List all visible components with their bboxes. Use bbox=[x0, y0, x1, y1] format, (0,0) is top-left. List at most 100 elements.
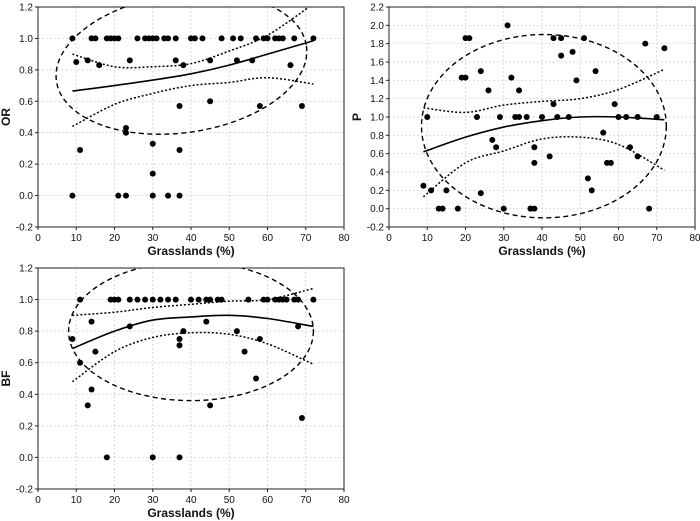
or-x-axis-label: Grasslands (%) bbox=[147, 244, 234, 258]
p-ci-upper-line bbox=[423, 68, 665, 114]
p-data-point bbox=[634, 114, 641, 120]
p-data-point bbox=[496, 114, 503, 120]
p-data-point bbox=[661, 45, 668, 52]
p-data-point bbox=[424, 114, 431, 120]
bf-data-point bbox=[69, 336, 76, 343]
p-data-point bbox=[642, 40, 649, 47]
p-data-point bbox=[531, 159, 538, 166]
p-data-point bbox=[623, 114, 630, 120]
or-y-tick-label: 0.2 bbox=[19, 160, 33, 171]
or-data-point bbox=[165, 192, 172, 199]
or-panel: 0 10 20 30 40 50 60 70 80 -0.2 0.0 0.2 0.4 0.6 0.8 1.0 1… bbox=[0, 3, 350, 259]
p-data-point bbox=[607, 159, 614, 166]
or-data-point bbox=[180, 62, 187, 69]
or-data-point bbox=[69, 192, 76, 199]
or-data-point bbox=[207, 98, 214, 105]
bf-y-tick-label: -0.2 bbox=[16, 485, 34, 496]
or-data-point bbox=[115, 192, 122, 199]
or-data-point bbox=[199, 35, 206, 42]
bf-data-point bbox=[142, 296, 149, 303]
p-data-point bbox=[504, 22, 511, 29]
p-data-point bbox=[573, 77, 580, 84]
or-data-point bbox=[122, 192, 129, 199]
p-y-tick-label: 0.4 bbox=[370, 168, 384, 179]
p-x-tick-label: 50 bbox=[575, 233, 587, 244]
or-data-point bbox=[172, 35, 179, 42]
or-data-point bbox=[218, 35, 225, 42]
or-y-tick-label: 1.0 bbox=[19, 34, 33, 45]
or-data-point bbox=[176, 192, 183, 199]
bf-data-point bbox=[295, 323, 302, 330]
p-data-point bbox=[531, 144, 538, 151]
or-data-point bbox=[191, 35, 198, 42]
bf-x-tick-label: 20 bbox=[109, 495, 121, 506]
or-data-point bbox=[298, 103, 305, 109]
p-x-tick-label: 80 bbox=[689, 233, 700, 244]
bf-x-tick-label: 50 bbox=[224, 495, 236, 506]
or-data-point bbox=[233, 57, 240, 64]
or-data-point bbox=[291, 35, 298, 42]
or-data-point bbox=[264, 35, 271, 42]
p-data-point bbox=[634, 153, 641, 160]
bf-data-point bbox=[115, 296, 122, 303]
or-data-point bbox=[149, 140, 156, 147]
p-data-point bbox=[439, 205, 446, 212]
p-data-point bbox=[531, 205, 538, 212]
p-data-point bbox=[550, 35, 557, 42]
bf-data-point bbox=[207, 296, 214, 303]
or-data-point bbox=[310, 35, 317, 42]
or-x-tick-label: 30 bbox=[147, 233, 159, 244]
or-data-point bbox=[84, 57, 91, 64]
or-y-tick-label: 0.8 bbox=[19, 65, 33, 76]
or-data-point bbox=[149, 170, 156, 177]
or-data-point bbox=[122, 129, 129, 136]
bf-data-point bbox=[172, 296, 179, 303]
bf-y-tick-label: 0.6 bbox=[19, 358, 33, 369]
bf-data-point bbox=[241, 348, 248, 355]
p-data-point bbox=[493, 144, 500, 151]
or-data-point bbox=[115, 35, 122, 42]
bf-y-axis-label: BF bbox=[0, 371, 13, 387]
bf-x-tick-label: 0 bbox=[35, 495, 41, 506]
p-data-point bbox=[600, 129, 607, 136]
bf-data-point bbox=[253, 375, 260, 382]
p-y-tick-label: 0.0 bbox=[370, 204, 384, 215]
p-y-tick-label: 0.6 bbox=[370, 149, 384, 160]
bf-data-point bbox=[126, 323, 133, 330]
p-y-tick-label: 2.0 bbox=[370, 21, 384, 32]
p-data-point bbox=[462, 74, 469, 81]
or-x-tick-label: 20 bbox=[109, 233, 121, 244]
p-data-point bbox=[588, 187, 595, 194]
p-data-point bbox=[615, 114, 622, 120]
p-data-point bbox=[466, 35, 473, 42]
p-data-point bbox=[443, 187, 450, 194]
or-x-tick-label: 70 bbox=[300, 233, 312, 244]
or-x-tick-label: 80 bbox=[338, 233, 350, 244]
p-data-point bbox=[558, 52, 565, 59]
or-y-axis-label: OR bbox=[0, 108, 13, 126]
or-data-point bbox=[176, 103, 183, 109]
p-data-point bbox=[565, 114, 572, 120]
or-data-point bbox=[73, 59, 80, 65]
p-x-axis-label: Grasslands (%) bbox=[498, 244, 585, 258]
p-panel: 0 10 20 30 40 50 60 70 80 -0.2 0.0 0.2 0.4 0.6 0.8 1.0 1… bbox=[350, 3, 700, 259]
bf-ci-lower-line bbox=[71, 331, 314, 383]
or-y-tick-label: 1.2 bbox=[19, 3, 33, 14]
or-ci-lower-line bbox=[72, 76, 314, 128]
or-fit-line bbox=[72, 40, 314, 92]
p-data-point bbox=[546, 153, 553, 160]
bf-data-point bbox=[92, 348, 99, 355]
or-data-point bbox=[249, 57, 256, 64]
or-data-point bbox=[207, 57, 214, 64]
bf-fit-line bbox=[72, 314, 314, 350]
p-data-point bbox=[539, 114, 545, 120]
p-y-tick-label: 1.8 bbox=[370, 39, 384, 50]
bf-x-tick-label: 70 bbox=[300, 495, 312, 506]
p-y-tick-label: 2.2 bbox=[370, 3, 384, 14]
p-data-point bbox=[584, 175, 591, 182]
or-data-point bbox=[253, 35, 260, 42]
or-data-point bbox=[256, 103, 263, 109]
p-data-point bbox=[477, 190, 484, 197]
bf-data-point bbox=[188, 296, 194, 303]
bf-data-point bbox=[176, 336, 183, 343]
